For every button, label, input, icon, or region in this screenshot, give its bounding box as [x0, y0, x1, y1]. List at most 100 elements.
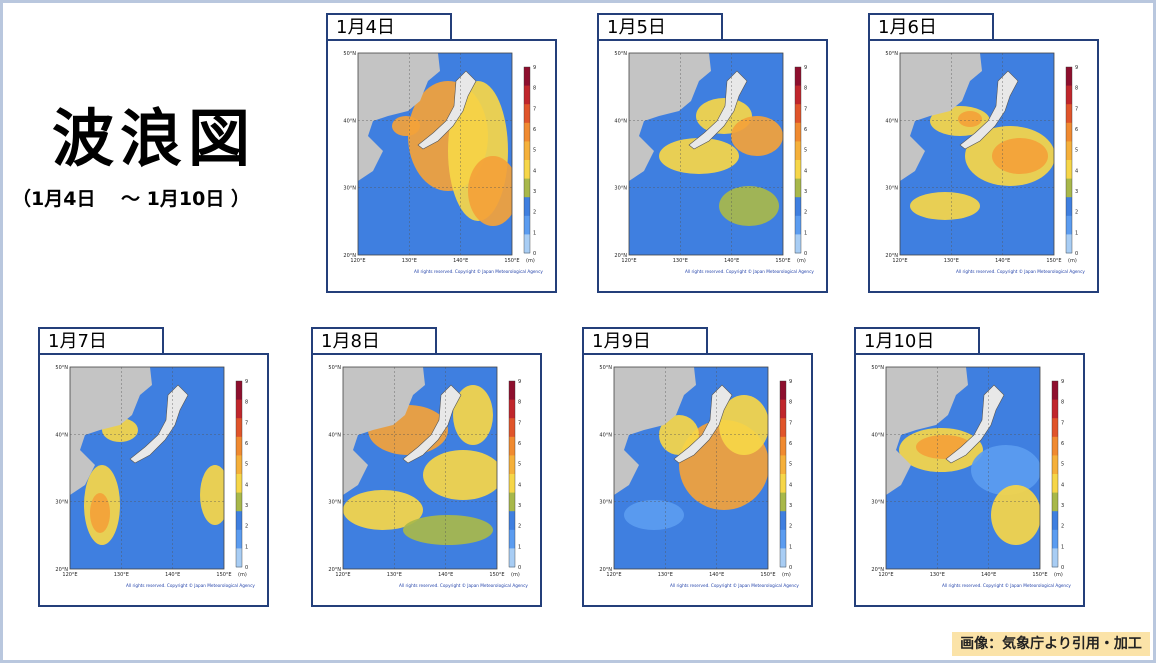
colorbar-segment [509, 399, 515, 419]
latitude-label: 40°N [871, 432, 884, 438]
colorbar-segment [509, 492, 515, 512]
land-mainland [343, 367, 425, 495]
colorbar-tick-label: 7 [789, 420, 792, 426]
colorbar-unit-label: (m) [238, 572, 247, 578]
longitude-label: 120°E [606, 572, 621, 578]
land-japan [673, 384, 733, 464]
wave-height-region [403, 515, 493, 545]
colorbar-tick-label: 4 [245, 482, 248, 488]
colorbar-segment [1052, 399, 1058, 419]
colorbar-segment [524, 215, 530, 235]
colorbar-tick-label: 5 [245, 462, 248, 468]
latitude-label: 40°N [328, 432, 341, 438]
longitude-label: 130°E [402, 258, 417, 264]
colorbar-segment [780, 492, 786, 512]
colorbar-tick-label: 4 [533, 168, 536, 174]
land-mainland [886, 367, 968, 495]
land-japan [959, 70, 1019, 150]
colorbar-tick-label: 9 [1075, 65, 1078, 71]
colorbar-unit-label: (m) [511, 572, 520, 578]
colorbar-segment [780, 455, 786, 475]
colorbar-tick-label: 4 [1075, 168, 1078, 174]
colorbar-tick-label: 9 [245, 379, 248, 385]
panel-date-label: 1月9日 [582, 327, 708, 353]
colorbar-tick-label: 0 [1075, 251, 1078, 257]
colorbar-tick-label: 8 [533, 86, 536, 92]
colorbar-tick-label: 4 [804, 168, 807, 174]
longitude-label: 130°E [114, 572, 129, 578]
latitude-label: 30°N [885, 186, 898, 192]
latitude-label: 20°N [614, 253, 627, 259]
colorbar-tick-label: 9 [533, 65, 536, 71]
land-japan [945, 384, 1005, 464]
colorbar-tick-label: 8 [518, 400, 521, 406]
colorbar-segment [236, 474, 242, 494]
colorbar-unit-label: (m) [782, 572, 791, 578]
colorbar-tick-label: 1 [1075, 230, 1078, 236]
copyright-notice: All rights reserved. Copyright © Japan M… [414, 269, 543, 274]
colorbar-segment [1066, 197, 1072, 217]
longitude-label: 150°E [775, 258, 790, 264]
colorbar-tick-label: 2 [789, 524, 792, 530]
colorbar-segment [795, 122, 801, 142]
colorbar-tick-label: 7 [804, 106, 807, 112]
colorbar-segment [795, 178, 801, 198]
colorbar-tick-label: 7 [1075, 106, 1078, 112]
longitude-label: 120°E [62, 572, 77, 578]
colorbar-tick-label: 2 [245, 524, 248, 530]
latitude-label: 40°N [614, 118, 627, 124]
wave-height-region [659, 415, 699, 455]
colorbar-tick-label: 5 [789, 462, 792, 468]
colorbar-segment [795, 215, 801, 235]
copyright-notice: All rights reserved. Copyright © Japan M… [942, 583, 1071, 588]
longitude-label: 150°E [1046, 258, 1061, 264]
longitude-label: 150°E [504, 258, 519, 264]
land-mainland [358, 53, 440, 181]
land-japan [402, 384, 462, 464]
colorbar-tick-label: 3 [245, 503, 248, 509]
wave-map-box: 50°N 40°N 30°N 20°N 120°E 130°E 140°E 150°E 9 8 7 6… [326, 39, 557, 293]
colorbar-segment [524, 178, 530, 198]
colorbar-segment [1052, 455, 1058, 475]
land-mainland [629, 53, 711, 181]
colorbar-tick-label: 6 [804, 127, 807, 133]
colorbar-segment [1066, 122, 1072, 142]
colorbar-segment [780, 399, 786, 419]
wave-map-box: 50°N 40°N 30°N 20°N 120°E 130°E 140°E 150°E 9 8 7 6… [582, 353, 813, 607]
colorbar-segment [1052, 492, 1058, 512]
latitude-label: 20°N [885, 253, 898, 259]
colorbar-segment [780, 436, 786, 456]
longitude-label: 140°E [995, 258, 1010, 264]
colorbar-tick-label: 7 [245, 420, 248, 426]
copyright-notice: All rights reserved. Copyright © Japan M… [399, 583, 528, 588]
colorbar-tick-label: 3 [518, 503, 521, 509]
colorbar-tick-label: 3 [1061, 503, 1064, 509]
colorbar-segment [524, 234, 530, 254]
wave-height-region [958, 111, 982, 127]
colorbar-tick-label: 5 [1061, 462, 1064, 468]
longitude-label: 140°E [724, 258, 739, 264]
colorbar-tick-label: 1 [789, 544, 792, 550]
longitude-label: 130°E [673, 258, 688, 264]
colorbar-tick-label: 4 [1061, 482, 1064, 488]
wave-map-box: 50°N 40°N 30°N 20°N 120°E 130°E 140°E 150°E 9 8 7 6… [868, 39, 1099, 293]
latitude-label: 20°N [55, 567, 68, 573]
land-japan [417, 70, 477, 150]
colorbar-tick-label: 5 [804, 148, 807, 154]
colorbar-tick-label: 3 [1075, 189, 1078, 195]
colorbar-segment [236, 529, 242, 549]
colorbar-segment [780, 474, 786, 494]
colorbar-tick-label: 3 [804, 189, 807, 195]
colorbar-unit-label: (m) [1068, 258, 1077, 264]
colorbar-unit-label: (m) [526, 258, 535, 264]
latitude-label: 30°N [343, 186, 356, 192]
land-japan [688, 70, 748, 150]
wave-height-region [991, 485, 1040, 545]
colorbar-tick-label: 1 [804, 230, 807, 236]
colorbar-tick-label: 3 [789, 503, 792, 509]
colorbar-segment [1052, 436, 1058, 456]
longitude-label: 120°E [350, 258, 365, 264]
wave-height-region [200, 465, 224, 525]
